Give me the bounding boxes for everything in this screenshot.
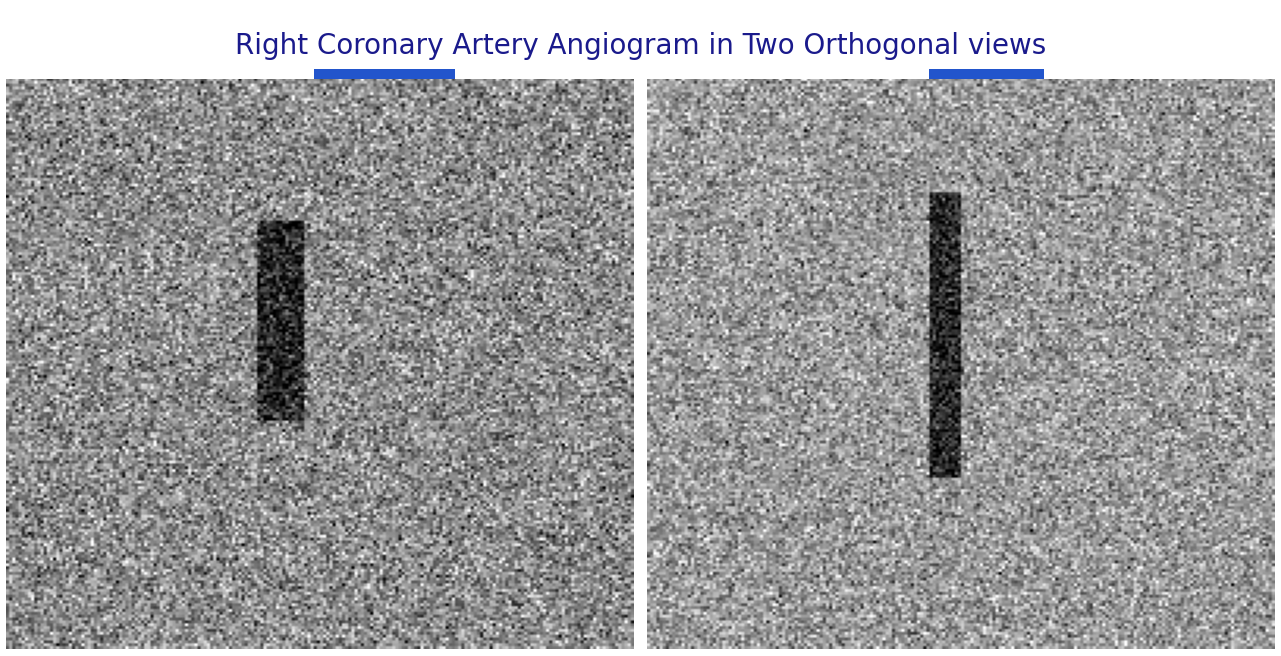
- FancyBboxPatch shape: [929, 69, 1044, 121]
- FancyBboxPatch shape: [1121, 502, 1217, 544]
- Text: LAO: LAO: [965, 86, 1008, 104]
- FancyBboxPatch shape: [647, 79, 1275, 649]
- FancyBboxPatch shape: [6, 79, 634, 649]
- Text: RV
marginal: RV marginal: [679, 466, 769, 544]
- Text: RPDA: RPDA: [1143, 514, 1195, 532]
- FancyBboxPatch shape: [314, 69, 455, 121]
- Text: Right Coronary Artery Angiogram in Two Orthogonal views: Right Coronary Artery Angiogram in Two O…: [234, 32, 1047, 60]
- Text: RAO: RAO: [361, 86, 407, 104]
